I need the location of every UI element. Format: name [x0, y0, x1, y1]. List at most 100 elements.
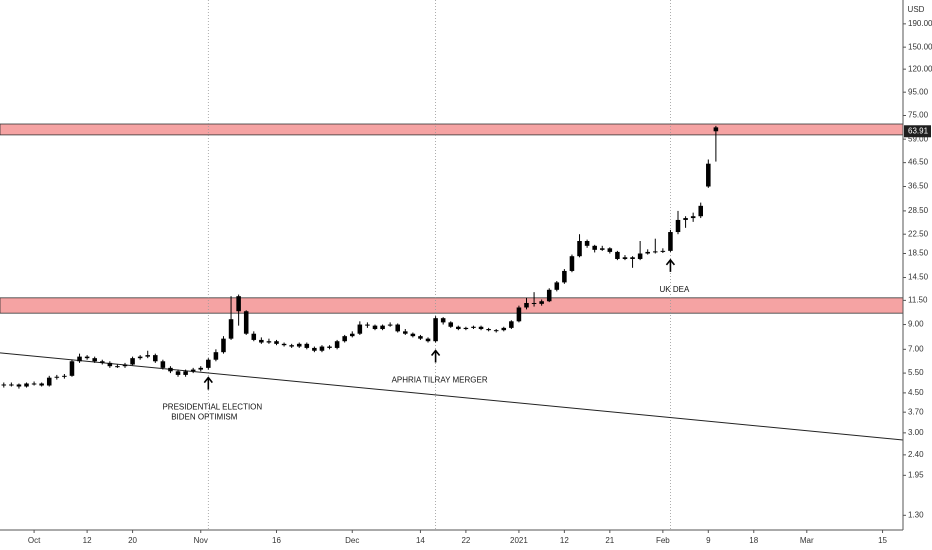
candle-body: [713, 127, 719, 132]
y-tick-label: 7.00: [908, 344, 924, 353]
y-tick-label: 5.50: [908, 368, 924, 377]
x-tick-label: 2021: [510, 536, 528, 545]
candle-body: [259, 339, 264, 343]
y-tick-label: 1.30: [908, 510, 924, 519]
candle-body: [463, 327, 469, 330]
candle-body: [153, 355, 158, 362]
candle-body: [198, 367, 204, 370]
y-tick-label: 46.50: [908, 158, 929, 167]
y-tick-label: 14.50: [908, 273, 929, 282]
candle-body: [562, 270, 567, 283]
last-price-label: 63.91: [908, 126, 929, 135]
candle-body: [410, 333, 416, 337]
arrow: [203, 376, 213, 390]
candle-body: [24, 383, 29, 387]
candle-body: [115, 366, 120, 368]
trendline: [0, 352, 903, 441]
candle-body: [160, 361, 166, 368]
candle-body: [630, 257, 635, 259]
candle-body: [342, 336, 347, 342]
y-tick-label: 3.70: [908, 407, 924, 416]
candle-body: [206, 359, 211, 368]
candle-body: [190, 369, 196, 372]
candle-body: [698, 205, 704, 217]
candle-body: [615, 251, 620, 259]
candle-body: [501, 327, 507, 331]
candle-body: [274, 341, 279, 344]
candle-body: [546, 289, 552, 302]
candle-body: [62, 375, 67, 377]
candle-body: [46, 377, 52, 386]
y-tick-label: 190.00: [908, 19, 932, 28]
candle-body: [660, 250, 666, 252]
x-tick-label: Feb: [656, 536, 670, 545]
x-tick-label: Dec: [345, 536, 359, 545]
candle-body: [668, 232, 673, 251]
candle-body: [107, 362, 113, 367]
candle-body: [281, 343, 287, 346]
x-tick-label: 14: [416, 536, 425, 545]
x-tick-label: 15: [878, 536, 887, 545]
y-tick-label: 36.50: [908, 182, 929, 191]
candle-body: [130, 358, 135, 365]
candle-body: [599, 248, 605, 250]
candle-body: [592, 245, 597, 250]
candle-body: [690, 216, 696, 219]
arrow: [665, 258, 676, 272]
candle-body: [9, 384, 14, 386]
annotation-text: PRESIDENTIAL ELECTION: [162, 403, 262, 412]
candle-body: [372, 325, 378, 330]
candle-body: [183, 371, 188, 375]
x-tick-label: Oct: [28, 536, 41, 545]
x-tick-label: 22: [461, 536, 470, 545]
candle-body: [289, 345, 294, 347]
x-tick-label: 12: [83, 536, 92, 545]
candle-body: [584, 241, 590, 246]
candle-body: [168, 367, 173, 372]
x-tick-label: 20: [128, 536, 137, 545]
x-tick-label: 12: [560, 536, 569, 545]
candle-body: [456, 326, 461, 330]
candle-body: [653, 251, 658, 253]
candle-body: [243, 311, 249, 334]
y-tick-label: 18.50: [908, 249, 929, 258]
candle-body: [509, 321, 514, 328]
candle-body: [516, 307, 522, 322]
candle-body: [69, 361, 75, 376]
currency-label: USD: [908, 5, 925, 14]
candle-body: [365, 324, 370, 326]
y-tick-label: 75.00: [908, 111, 929, 120]
y-tick-label: 11.50: [908, 295, 928, 304]
candle-body: [433, 318, 438, 342]
candle-body: [403, 331, 408, 334]
y-tick-label: 59.00: [908, 134, 929, 143]
candle-body: [304, 343, 310, 348]
candle-body: [312, 347, 317, 351]
y-tick-label: 3.00: [908, 428, 924, 437]
candle-body: [251, 333, 257, 340]
candle-body: [145, 355, 150, 357]
candle-body: [137, 356, 143, 359]
candle-body: [637, 253, 643, 259]
last-price-box: [904, 125, 931, 138]
candle-body: [228, 319, 234, 339]
candle-body: [418, 336, 423, 339]
y-tick-label: 28.50: [908, 206, 929, 215]
candle-body: [395, 324, 400, 332]
y-tick-label: 2.40: [908, 450, 924, 459]
x-tick-label: 9: [706, 536, 711, 545]
candle-body: [387, 324, 393, 326]
resistance-zone: [0, 297, 903, 314]
candle-body: [266, 341, 272, 343]
candle-body: [77, 356, 82, 362]
candle-body: [84, 356, 90, 359]
candle-body: [327, 346, 332, 348]
y-tick-label: 4.50: [908, 388, 924, 397]
candle-body: [440, 318, 446, 323]
candle-body: [706, 163, 711, 187]
candle-body: [683, 218, 688, 220]
y-tick-label: 1.95: [908, 470, 924, 479]
annotation-text: UK DEA: [660, 285, 690, 294]
